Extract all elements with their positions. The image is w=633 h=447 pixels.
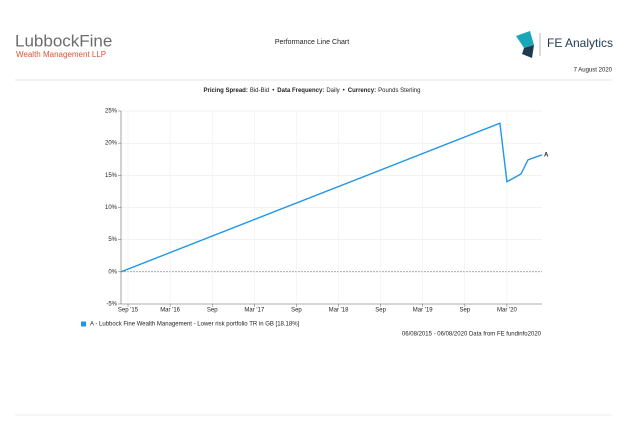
y-tick-label: 15% [105,173,118,179]
x-tick-label: Mar '20 [497,308,517,314]
x-tick-label: Sep [207,308,218,314]
setting-label: Data Frequency: [277,88,324,94]
setting-value: Daily [326,88,339,94]
end-label: A [544,152,549,158]
separator: • [343,88,345,94]
y-tick-label: -5% [106,302,117,308]
x-tick-label: Sep [291,308,302,314]
legend-label: A - Lubbock Fine Wealth Management - Low… [90,322,300,328]
brand-sub: Wealth Management LLP [16,50,106,59]
x-tick-label: Mar '18 [329,308,349,314]
x-tick-label: Sep [375,308,386,314]
y-tick-label: 25% [105,109,118,115]
page-title: Performance Line Chart [275,39,349,46]
logo-shape [522,45,534,58]
x-tick-label: Mar '16 [160,308,180,314]
logo-shape [516,31,534,48]
chart: -5% 0% 5% 10% 15% 20% 25% Sep '15 Mar '16 Sep Mar … [81,109,549,338]
x-tick-label: Mar '17 [244,308,264,314]
setting-label: Pricing Spread: [204,88,248,94]
setting-label: Currency: [348,88,376,94]
setting-value: Bid-Bid [250,88,269,94]
setting-value: Pounds Sterling [378,88,420,94]
fe-logo [516,31,541,58]
x-tick-label: Sep [459,308,470,314]
settings-line: Pricing Spread: Bid-Bid • Data Frequency: Da… [204,88,421,94]
y-tick-label: 0% [108,269,117,275]
x-tick-label: Sep '15 [118,308,139,314]
series-line [120,122,543,273]
y-tick-label: 5% [108,237,117,243]
brand: LubbockFine [15,31,112,50]
footnote: 06/08/2015 - 06/08/2020 Data from FE fun… [402,332,542,338]
y-tick-label: 10% [105,205,118,211]
report-date: 7 August 2020 [574,68,613,74]
x-tick-label: Mar '19 [413,308,433,314]
legend-swatch [81,321,86,327]
separator: • [272,88,274,94]
provider: FE Analytics [547,36,613,50]
y-tick-label: 20% [105,141,118,147]
